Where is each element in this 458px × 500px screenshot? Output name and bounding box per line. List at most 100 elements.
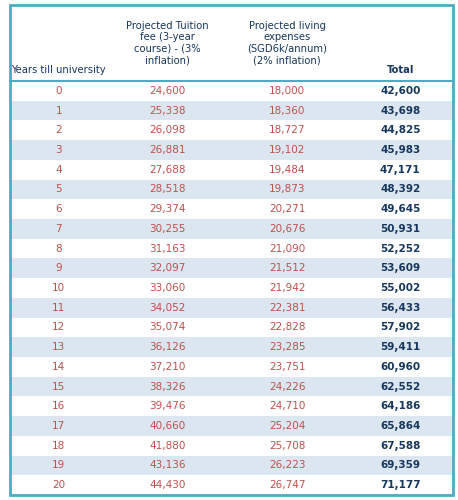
Text: 45,983: 45,983 — [380, 145, 420, 155]
Text: 21,942: 21,942 — [269, 283, 305, 293]
Text: 12: 12 — [52, 322, 65, 332]
Text: 23,285: 23,285 — [269, 342, 305, 352]
Text: Projected living
expenses
(SGD6k/annum)
(2% inflation): Projected living expenses (SGD6k/annum) … — [247, 20, 327, 66]
Text: 41,880: 41,880 — [149, 440, 185, 450]
Text: 64,186: 64,186 — [380, 402, 420, 411]
Text: 44,825: 44,825 — [380, 125, 420, 135]
Text: 48,392: 48,392 — [380, 184, 420, 194]
Bar — [10, 298, 453, 318]
Bar — [10, 238, 453, 258]
Text: 20,676: 20,676 — [269, 224, 305, 234]
Text: 13: 13 — [52, 342, 65, 352]
Text: 26,881: 26,881 — [149, 145, 185, 155]
Text: 44,430: 44,430 — [149, 480, 185, 490]
Text: 59,411: 59,411 — [380, 342, 420, 352]
Text: 14: 14 — [52, 362, 65, 372]
Text: Total: Total — [387, 65, 414, 75]
Text: 26,098: 26,098 — [149, 125, 185, 135]
Text: 40,660: 40,660 — [149, 421, 185, 431]
Text: 26,223: 26,223 — [269, 460, 305, 470]
Text: 49,645: 49,645 — [380, 204, 420, 214]
Bar — [10, 376, 453, 396]
Bar — [10, 318, 453, 338]
Text: 71,177: 71,177 — [380, 480, 420, 490]
Bar — [10, 278, 453, 298]
Bar — [10, 416, 453, 436]
Text: 33,060: 33,060 — [149, 283, 185, 293]
Text: 31,163: 31,163 — [149, 244, 185, 254]
Bar — [10, 100, 453, 120]
Text: 57,902: 57,902 — [380, 322, 420, 332]
Text: 18,000: 18,000 — [269, 86, 305, 96]
Text: 39,476: 39,476 — [149, 402, 185, 411]
Bar — [10, 258, 453, 278]
Text: 50,931: 50,931 — [380, 224, 420, 234]
Bar — [10, 219, 453, 238]
Bar — [10, 180, 453, 199]
Bar — [10, 160, 453, 180]
Text: Projected Tuition
fee (3-year
course) - (3%
inflation): Projected Tuition fee (3-year course) - … — [126, 20, 209, 66]
Bar — [10, 456, 453, 475]
Text: 19,873: 19,873 — [269, 184, 305, 194]
Text: 9: 9 — [55, 264, 62, 274]
Text: 21,512: 21,512 — [269, 264, 305, 274]
Text: 17: 17 — [52, 421, 65, 431]
Text: 36,126: 36,126 — [149, 342, 185, 352]
Text: 24,226: 24,226 — [269, 382, 305, 392]
Text: 34,052: 34,052 — [149, 302, 185, 312]
Bar — [10, 140, 453, 160]
Text: 0: 0 — [55, 86, 62, 96]
Text: 21,090: 21,090 — [269, 244, 305, 254]
Text: 15: 15 — [52, 382, 65, 392]
Text: 60,960: 60,960 — [380, 362, 420, 372]
Text: 29,374: 29,374 — [149, 204, 185, 214]
Text: 26,747: 26,747 — [269, 480, 305, 490]
Text: 65,864: 65,864 — [380, 421, 420, 431]
Text: 53,609: 53,609 — [380, 264, 420, 274]
Text: 16: 16 — [52, 402, 65, 411]
Bar — [10, 200, 453, 219]
Text: 25,338: 25,338 — [149, 106, 185, 116]
Text: 67,588: 67,588 — [380, 440, 420, 450]
Text: 37,210: 37,210 — [149, 362, 185, 372]
Text: 4: 4 — [55, 164, 62, 174]
Text: 56,433: 56,433 — [380, 302, 420, 312]
Text: Years till university: Years till university — [11, 65, 106, 75]
Text: 43,136: 43,136 — [149, 460, 185, 470]
Text: 19,484: 19,484 — [269, 164, 305, 174]
Text: 3: 3 — [55, 145, 62, 155]
Text: 55,002: 55,002 — [380, 283, 420, 293]
Bar — [10, 81, 453, 100]
Text: 20: 20 — [52, 480, 65, 490]
Text: 8: 8 — [55, 244, 62, 254]
Text: 1: 1 — [55, 106, 62, 116]
Text: 18,727: 18,727 — [269, 125, 305, 135]
Text: 28,518: 28,518 — [149, 184, 185, 194]
Text: 19,102: 19,102 — [269, 145, 305, 155]
Text: 25,204: 25,204 — [269, 421, 305, 431]
Bar — [10, 5, 453, 81]
Bar — [10, 396, 453, 416]
Text: 52,252: 52,252 — [380, 244, 420, 254]
Text: 22,381: 22,381 — [269, 302, 305, 312]
Text: 18: 18 — [52, 440, 65, 450]
Text: 35,074: 35,074 — [149, 322, 185, 332]
Text: 25,708: 25,708 — [269, 440, 305, 450]
Text: 5: 5 — [55, 184, 62, 194]
Text: 27,688: 27,688 — [149, 164, 185, 174]
Bar — [10, 357, 453, 376]
Text: 24,600: 24,600 — [149, 86, 185, 96]
Text: 2: 2 — [55, 125, 62, 135]
Bar — [10, 120, 453, 140]
Text: 18,360: 18,360 — [269, 106, 305, 116]
Text: 22,828: 22,828 — [269, 322, 305, 332]
Text: 62,552: 62,552 — [380, 382, 420, 392]
Text: 24,710: 24,710 — [269, 402, 305, 411]
Text: 11: 11 — [52, 302, 65, 312]
Text: 43,698: 43,698 — [380, 106, 420, 116]
Text: 30,255: 30,255 — [149, 224, 185, 234]
Text: 7: 7 — [55, 224, 62, 234]
Text: 10: 10 — [52, 283, 65, 293]
Bar — [10, 476, 453, 495]
Text: 32,097: 32,097 — [149, 264, 185, 274]
